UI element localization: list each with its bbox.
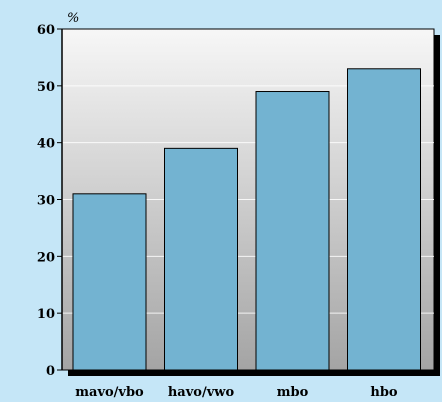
y-unit-label: % bbox=[67, 11, 79, 26]
y-tick-label: 50 bbox=[37, 80, 55, 95]
y-tick-label: 60 bbox=[37, 23, 55, 38]
x-tick-label: mavo/vbo bbox=[75, 385, 144, 400]
y-tick-label: 40 bbox=[37, 137, 55, 152]
x-axis-labels: mavo/vbo havo/vwo mbo hbo bbox=[75, 385, 398, 400]
y-tick-label: 0 bbox=[46, 364, 55, 379]
y-axis: 0 10 20 30 40 50 60 bbox=[37, 23, 63, 379]
y-tick-label: 30 bbox=[37, 194, 55, 209]
y-tick-label: 10 bbox=[37, 307, 55, 322]
bar-havo-vwo bbox=[164, 147, 238, 371]
bars bbox=[72, 68, 421, 371]
bar-hbo bbox=[347, 68, 421, 371]
x-tick-label: havo/vwo bbox=[168, 385, 235, 400]
x-tick-label: mbo bbox=[277, 385, 309, 400]
x-tick-label: hbo bbox=[370, 385, 398, 400]
y-tick-label: 20 bbox=[37, 250, 55, 265]
bar-mbo bbox=[255, 91, 330, 371]
bar-mavo-vbo bbox=[72, 193, 147, 371]
